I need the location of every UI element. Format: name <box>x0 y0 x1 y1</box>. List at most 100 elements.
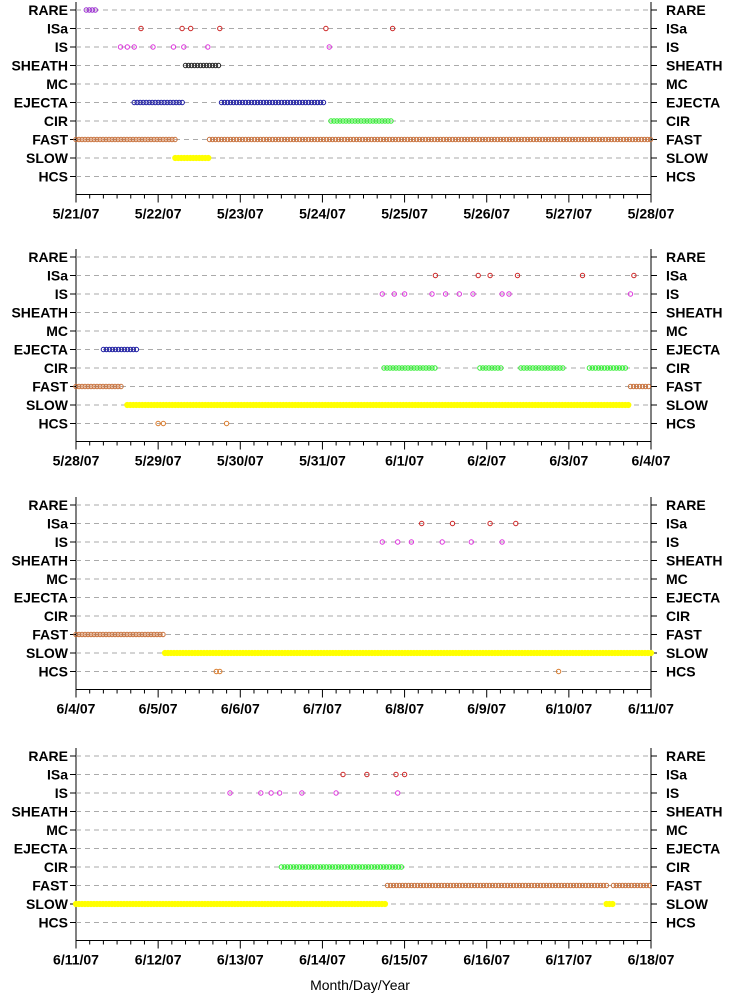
marker-fast <box>584 136 591 143</box>
marker-fast <box>103 631 109 638</box>
marker-ejecta <box>230 99 237 106</box>
marker-fast <box>627 383 634 390</box>
marker-fast <box>278 136 285 143</box>
marker-sheath <box>215 62 222 69</box>
marker-fast <box>109 631 115 638</box>
x-tick-label: 5/26/07 <box>463 206 510 222</box>
marker-cir <box>347 864 354 870</box>
y-label-right: CIR <box>666 608 690 624</box>
marker-ejecta <box>173 99 179 106</box>
x-tick-label: 5/30/07 <box>217 453 264 469</box>
marker-cir <box>364 118 370 124</box>
marker-fast <box>413 136 420 143</box>
marker-fast <box>296 136 303 143</box>
marker-fast <box>429 882 436 889</box>
marker-cir <box>429 365 435 371</box>
marker-isa <box>487 272 493 279</box>
marker-isa <box>419 520 425 527</box>
marker-fast <box>384 882 391 889</box>
marker-fast <box>88 136 94 143</box>
marker-isa <box>487 520 493 527</box>
marker-ejecta <box>272 99 279 106</box>
y-label-left: CIR <box>44 360 68 376</box>
marker-fast <box>112 631 118 638</box>
marker-fast <box>465 882 472 889</box>
y-label-right: HCS <box>666 169 696 185</box>
marker-slow <box>625 401 632 409</box>
marker-fast <box>588 882 595 889</box>
marker-cir <box>477 365 483 371</box>
marker-fast <box>470 136 477 143</box>
marker-fast <box>362 136 369 143</box>
marker-ejecta <box>266 99 273 106</box>
marker-is <box>395 539 401 545</box>
marker-hcs <box>213 668 220 675</box>
marker-cir <box>554 365 560 371</box>
y-label-left: EJECTA <box>14 841 68 857</box>
marker-cir <box>402 365 408 371</box>
marker-cir <box>619 365 626 371</box>
marker-cir <box>299 864 306 870</box>
marker-fast <box>130 631 136 638</box>
marker-fast <box>515 136 522 143</box>
marker-fast <box>519 882 526 889</box>
marker-ejecta <box>290 99 297 106</box>
marker-fast <box>599 136 606 143</box>
marker-cir <box>335 864 342 870</box>
y-label-right: ISa <box>666 767 687 783</box>
marker-fast <box>383 136 390 143</box>
marker-fast <box>625 882 632 889</box>
marker-fast <box>335 136 342 143</box>
marker-fast <box>521 136 528 143</box>
panel-2: RARE RARE ISa ISa IS IS SHEATH SHEATH MC MC EJECTA… <box>11 249 723 469</box>
marker-fast <box>416 136 423 143</box>
marker-fast <box>576 882 583 889</box>
y-label-right: EJECTA <box>666 342 720 358</box>
marker-fast <box>459 882 466 889</box>
marker-fast <box>608 136 615 143</box>
y-label-right: FAST <box>666 878 702 894</box>
marker-cir <box>334 118 340 124</box>
marker-cir <box>399 365 405 371</box>
marker-ejecta <box>254 99 261 106</box>
marker-cir <box>287 864 294 870</box>
marker-ejecta <box>164 99 170 106</box>
marker-fast <box>88 631 94 638</box>
marker-fast <box>130 136 136 143</box>
marker-fast <box>572 136 579 143</box>
marker-fast <box>118 631 124 638</box>
marker-ejecta <box>275 99 282 106</box>
marker-fast <box>410 136 417 143</box>
y-label-right: HCS <box>666 915 696 931</box>
marker-fast <box>548 136 555 143</box>
marker-cir <box>411 365 417 371</box>
marker-fast <box>573 882 580 889</box>
marker-slow <box>205 154 212 162</box>
marker-is <box>391 291 397 297</box>
x-tick-label: 5/27/07 <box>545 206 592 222</box>
marker-fast <box>350 136 357 143</box>
marker-cir <box>483 365 489 371</box>
marker-fast <box>323 136 330 143</box>
marker-fast <box>76 383 82 390</box>
marker-is <box>627 291 634 297</box>
marker-cir <box>613 365 620 371</box>
marker-fast <box>338 136 345 143</box>
marker-cir <box>340 118 346 124</box>
x-tick-label: 6/5/07 <box>139 701 178 717</box>
marker-fast <box>531 882 538 889</box>
marker-isa <box>188 25 194 32</box>
marker-ejecta <box>218 99 225 106</box>
marker-fast <box>85 383 91 390</box>
marker-fast <box>88 383 94 390</box>
marker-fast <box>311 136 318 143</box>
x-tick-label: 6/13/07 <box>217 952 264 968</box>
marker-ejecta <box>152 99 158 106</box>
marker-fast <box>503 136 510 143</box>
marker-cir <box>381 365 387 371</box>
marker-fast <box>558 882 565 889</box>
marker-cir <box>379 118 385 124</box>
marker-cir <box>358 118 364 124</box>
marker-cir <box>296 864 303 870</box>
marker-fast <box>145 136 151 143</box>
